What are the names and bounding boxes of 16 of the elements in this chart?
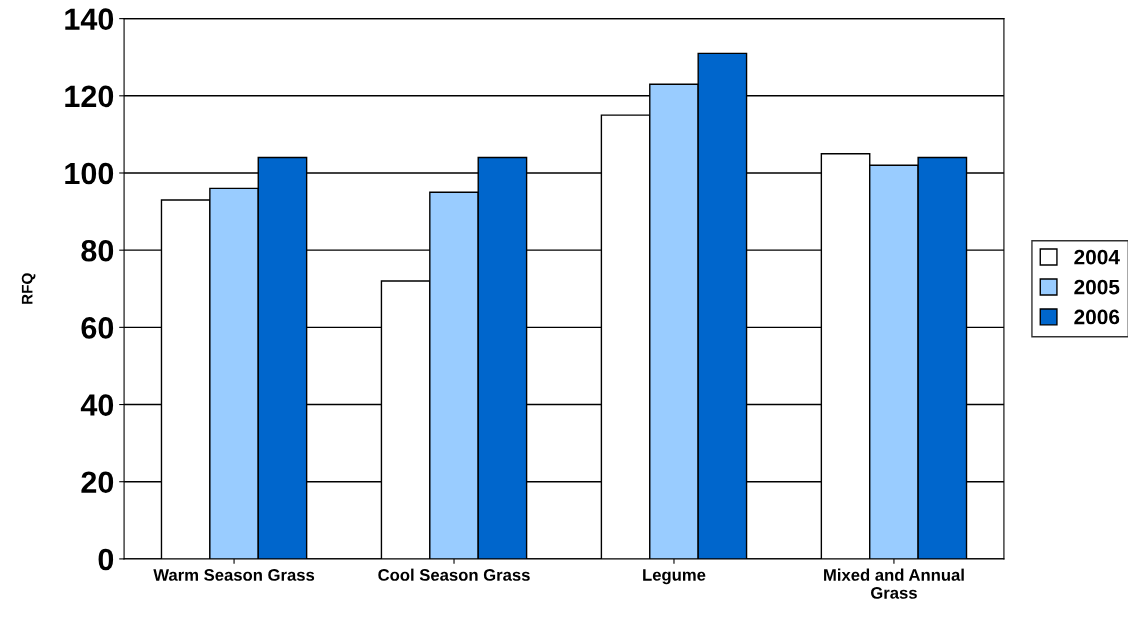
legend-label: 2004 xyxy=(1074,249,1120,265)
y-axis-title: RFQ xyxy=(21,273,36,304)
y-tick-label: 0 xyxy=(98,548,114,571)
x-tick-label: Warm Season Grass xyxy=(153,569,315,581)
y-tick-label: 80 xyxy=(81,239,114,262)
legend-label: 2006 xyxy=(1074,309,1120,325)
y-tick-label: 40 xyxy=(80,394,114,416)
y-tick-label: 100 xyxy=(65,162,114,185)
x-tick-label: Legume xyxy=(643,569,706,585)
y-tick-label: 20 xyxy=(81,471,114,494)
legend-label: 2005 xyxy=(1074,279,1120,295)
x-tick-label: Mixed and Annual Grass xyxy=(824,568,964,599)
y-tick-label: 140 xyxy=(65,8,114,30)
x-tick-label: Cool Season Grass xyxy=(378,568,530,581)
y-tick-label: 120 xyxy=(65,85,114,108)
y-tick-label: 60 xyxy=(81,317,114,339)
